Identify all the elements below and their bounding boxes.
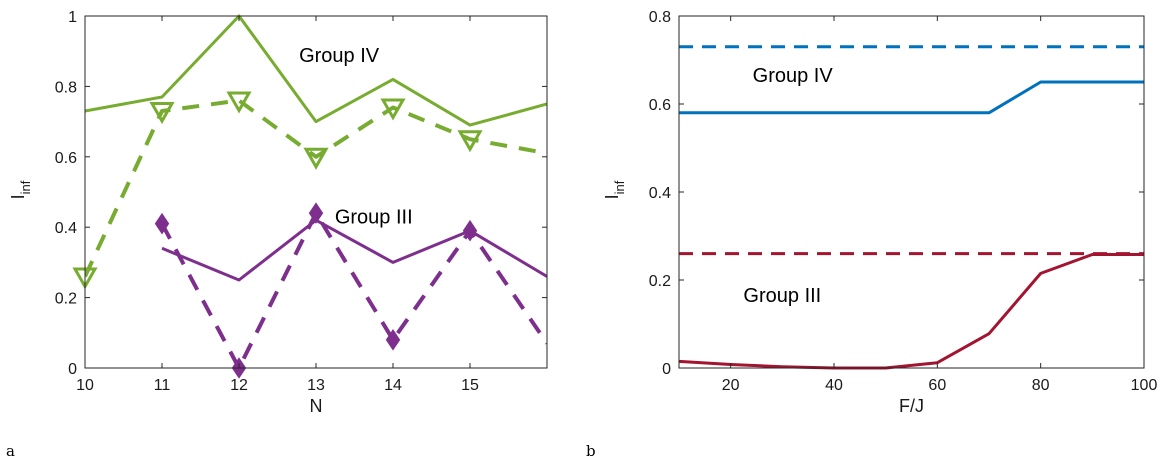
x-tick-label: 20 <box>722 377 740 394</box>
y-axis-label: Iinf <box>602 180 627 199</box>
chart-panel-a: 10 11 12 13 14 15 0 0.2 0.4 0.6 0.8 1 N Iinf Group IV G… <box>8 9 548 416</box>
series-line-3 <box>160 211 547 370</box>
annotation-label: Group IV <box>753 65 834 87</box>
series-line-2 <box>161 218 547 282</box>
y-tick-label: 0.2 <box>55 291 77 308</box>
y-axis-label-main: I <box>8 194 28 199</box>
y-axis-label-sub: inf <box>612 180 627 194</box>
plot-area <box>679 45 1144 370</box>
panel-label-b: b <box>586 442 596 458</box>
x-tick-label: 11 <box>154 377 171 394</box>
series-line-1 <box>85 98 547 278</box>
y-axis-label-main: I <box>602 194 622 199</box>
x-tick-label: 13 <box>307 377 325 394</box>
y-axis-label: Iinf <box>8 180 33 199</box>
chart-panel-b: 20 40 60 80 100 0 0.2 0.4 0.6 0.8 F/J Iinf Group IV G… <box>602 9 1157 416</box>
x-axis-label: F/J <box>899 396 924 416</box>
y-tick-label: 0.6 <box>649 97 671 114</box>
y-tick-label: 0 <box>662 361 671 378</box>
marker-triangle <box>226 91 252 114</box>
series-line-1 <box>679 80 1144 115</box>
marker-diamond <box>385 329 401 351</box>
marker-triangle <box>149 102 175 125</box>
annotation-label: Group III <box>335 207 413 229</box>
x-tick-label: 40 <box>825 377 843 394</box>
x-tick-label: 14 <box>384 377 402 394</box>
series-line-0 <box>85 14 547 127</box>
axes-box <box>678 15 1145 369</box>
y-tick-label: 0.6 <box>55 150 77 167</box>
marker-diamond <box>462 219 478 242</box>
plot-area <box>85 14 547 370</box>
x-tick-label: 10 <box>76 377 94 394</box>
marker-triangle <box>380 98 406 121</box>
y-tick-label: 0.8 <box>55 79 77 96</box>
marker-diamond <box>154 212 170 235</box>
y-tick-label: 1 <box>68 9 77 26</box>
y-axis-label-sub: inf <box>18 180 33 194</box>
annotation-label: Group III <box>743 285 821 307</box>
x-tick-label: 60 <box>928 377 946 394</box>
y-tick-label: 0.8 <box>649 9 671 26</box>
y-tick-label: 0.2 <box>649 273 671 290</box>
y-tick-label: 0.4 <box>649 185 671 202</box>
x-axis-label: N <box>310 396 323 416</box>
y-tick-label: 0 <box>68 361 77 378</box>
y-tick-label: 0.4 <box>55 220 77 237</box>
marker-triangle <box>457 130 483 153</box>
marker-triangle <box>303 147 329 170</box>
marker-diamond <box>308 202 324 224</box>
annotation-label: Group IV <box>299 45 380 67</box>
x-tick-label: 80 <box>1032 377 1050 394</box>
x-tick-label: 12 <box>230 377 248 394</box>
axes-box <box>84 15 548 369</box>
x-tick-label: 100 <box>1131 377 1158 394</box>
panel-label-a: a <box>6 442 15 458</box>
x-tick-label: 15 <box>461 377 479 394</box>
series-line-3 <box>679 253 1144 370</box>
